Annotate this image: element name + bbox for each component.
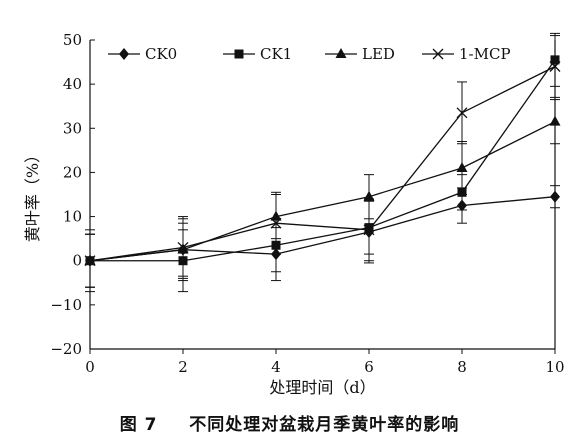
square-marker	[550, 55, 560, 65]
marker-group	[84, 55, 561, 267]
series-line-group	[89, 59, 556, 262]
y-tick-label: 50	[63, 31, 82, 49]
y-tick-label: 20	[63, 163, 82, 181]
x-marker	[432, 48, 444, 60]
series-line-CK1	[90, 59, 556, 262]
x-tick-label: 4	[271, 358, 281, 376]
square-marker	[457, 187, 467, 197]
diamond-marker	[457, 199, 467, 212]
legend-label-CK1: CK1	[260, 45, 292, 63]
x-marker	[549, 61, 561, 72]
legend-label-CK0: CK0	[145, 45, 177, 63]
square-marker	[178, 256, 188, 266]
x-tick-label: 10	[545, 358, 564, 376]
diamond-marker	[550, 190, 560, 203]
x-axis-label: 处理时间（d）	[269, 378, 375, 397]
x-tick-label: 0	[85, 358, 95, 376]
y-tick-label: 30	[63, 119, 82, 137]
x-marker-stroke	[177, 242, 189, 253]
series-line-LED	[89, 121, 556, 262]
series-line-1-MCP	[89, 65, 556, 262]
triangle-marker	[84, 254, 96, 265]
x-marker-stroke	[549, 61, 561, 72]
legend-label-LED: LED	[362, 45, 395, 63]
x-tick-label: 2	[178, 358, 188, 376]
x-marker	[84, 255, 96, 267]
square-marker	[234, 49, 244, 59]
figure-title: 不同处理对盆栽月季黄叶率的影响	[189, 415, 460, 435]
y-tick-group: −20 −10 0 10 20 30 40 50	[50, 31, 95, 358]
triangle-marker	[456, 162, 468, 173]
figure-number: 图 7	[119, 415, 158, 435]
x-tick-label: 8	[457, 358, 467, 376]
triangle-marker	[177, 243, 189, 254]
x-marker	[456, 107, 468, 119]
y-axis-label: 黄叶率（%）	[23, 147, 42, 242]
y-tick-label: −10	[50, 296, 82, 314]
x-marker-stroke	[456, 107, 468, 119]
triangle-marker	[549, 115, 561, 126]
y-tick-label: 0	[72, 252, 82, 270]
square-marker	[364, 223, 374, 233]
legend: CK0 CK1 LED 1-MCP	[108, 45, 511, 63]
figure-caption: 图 7 不同处理对盆栽月季黄叶率的影响	[0, 410, 579, 435]
x-marker-stroke	[84, 255, 96, 267]
triangle-marker	[363, 190, 375, 201]
diamond-marker	[119, 48, 129, 60]
y-tick-label: 40	[63, 75, 82, 93]
x-tick-group: 0 2 4 6 8 10	[85, 349, 565, 376]
x-marker-stroke	[363, 224, 375, 236]
triangle-marker	[335, 48, 347, 58]
line-chart: 0 2 4 6 8 10 −20 −10 0 10 20 30 40 50 CK0 CK1 LED 1-MCP…	[23, 31, 565, 397]
x-marker	[363, 224, 375, 236]
x-marker	[270, 217, 282, 229]
x-marker-stroke	[270, 217, 282, 229]
square-marker	[271, 240, 281, 250]
x-marker-stroke	[432, 48, 444, 60]
y-tick-label: 10	[63, 208, 82, 226]
x-marker	[177, 242, 189, 253]
x-tick-label: 6	[364, 358, 374, 376]
y-tick-label: −20	[50, 340, 82, 358]
triangle-marker	[270, 210, 282, 221]
legend-label-1-MCP: 1-MCP	[459, 45, 511, 63]
diamond-marker	[271, 248, 281, 261]
axes	[89, 40, 556, 350]
